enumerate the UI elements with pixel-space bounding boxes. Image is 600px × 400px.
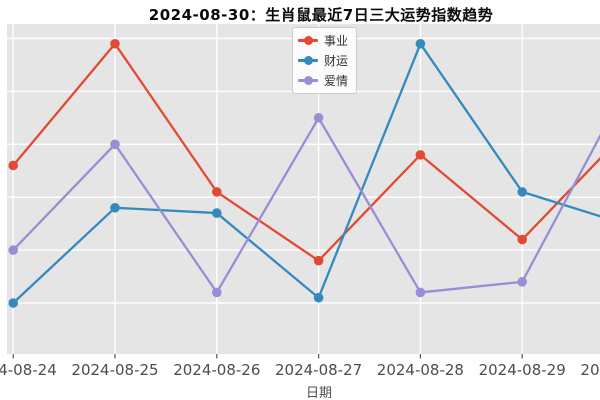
x-axis-ticks: [12, 354, 523, 359]
data-point: [110, 38, 120, 49]
legend-item: 爱情: [298, 72, 348, 89]
legend-item: 事业: [298, 32, 348, 49]
data-point: [313, 292, 324, 303]
legend-marker-icon: [298, 56, 318, 66]
data-point: [517, 234, 527, 245]
data-point: [313, 255, 324, 266]
data-point: [415, 38, 426, 49]
data-point: [313, 113, 324, 123]
data-point: [415, 287, 426, 298]
legend: 事业 财运 爱情: [292, 27, 358, 94]
data-point: [8, 160, 18, 171]
data-point: [517, 187, 527, 197]
data-point: [212, 208, 222, 218]
legend-item-label: 爱情: [324, 74, 349, 88]
data-point: [110, 139, 120, 150]
legend-item: 财运: [298, 52, 348, 69]
series-0-line: [8, 38, 600, 266]
data-point: [517, 277, 527, 287]
chart-title: 2024-08-30：生肖鼠最近7日三大运势指数趋势: [148, 6, 494, 24]
data-point: [8, 298, 18, 308]
x-axis-label: 日期: [305, 386, 333, 400]
data-point: [212, 287, 222, 298]
series-2-line: [8, 113, 600, 298]
series-1-line: [8, 38, 600, 308]
legend-marker-icon: [298, 76, 318, 86]
data-point: [212, 187, 222, 197]
data-point: [415, 150, 426, 160]
legend-item-label: 事业: [324, 34, 349, 48]
legend-item-label: 财运: [324, 54, 349, 68]
data-point: [110, 202, 120, 213]
data-point: [8, 245, 18, 255]
legend-marker-icon: [298, 36, 318, 46]
